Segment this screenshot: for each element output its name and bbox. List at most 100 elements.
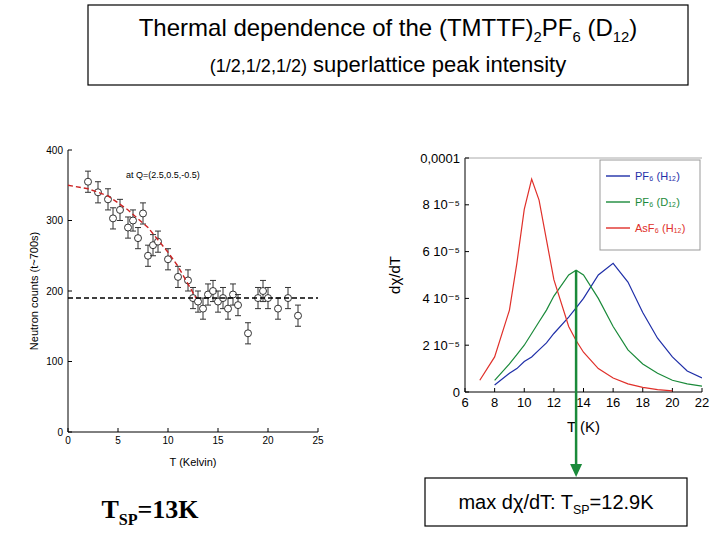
point: [125, 224, 132, 231]
error-cap: [295, 326, 301, 327]
text-part: SP: [119, 511, 138, 528]
x-tick-label: 20: [262, 435, 274, 446]
caption-box: [425, 478, 687, 526]
y-tick: [68, 361, 72, 362]
text-part: ): [629, 14, 637, 41]
x-tick: [494, 388, 495, 392]
point: [95, 189, 102, 196]
error-cap: [295, 305, 301, 306]
x-tick-label: 14: [576, 395, 590, 410]
legend-swatch: [606, 175, 630, 176]
text-part: =12.9K: [590, 491, 655, 513]
error-cap: [205, 305, 211, 306]
error-cap: [185, 291, 191, 292]
error-cap: [117, 199, 123, 200]
x-tick: [118, 428, 119, 432]
x-tick-label: 10: [162, 435, 174, 446]
y-tick-label: 6 10⁻⁵: [422, 244, 460, 259]
legend-swatch: [606, 201, 630, 202]
title: Thermal dependence of the (TMTTF)2PF6 (D…: [139, 14, 638, 45]
error-cap: [175, 287, 181, 288]
x-tick: [465, 388, 466, 392]
error-cap: [215, 312, 221, 313]
point: [85, 178, 92, 185]
y-tick-label: 0: [453, 385, 460, 400]
error-cap: [225, 319, 231, 320]
point: [110, 215, 117, 222]
y-tick: [465, 298, 469, 299]
text-part: 2: [534, 29, 542, 45]
text-part: =13K: [138, 495, 200, 524]
x-tick: [642, 388, 643, 392]
error-cap: [245, 322, 251, 323]
error-cap: [255, 287, 261, 288]
y-axis-label: dχ/dT: [386, 256, 403, 294]
legend-box: [600, 160, 700, 250]
chart: 05101520250100200300400T (Kelvin)Neutron…: [28, 145, 324, 469]
y-tick: [68, 220, 72, 221]
error-cap: [130, 231, 136, 232]
error-cap: [85, 171, 91, 172]
y-tick-label: 400: [46, 145, 63, 156]
y-tick: [68, 150, 72, 151]
error-cap: [140, 202, 146, 203]
top-frame: [465, 158, 702, 159]
error-cap: [210, 280, 216, 281]
caption: TSP=13K: [101, 495, 199, 528]
point: [140, 210, 147, 217]
x-tick: [268, 428, 269, 432]
y-axis-label: Neutron counts (t~700s): [28, 232, 40, 350]
text-part: PF: [542, 14, 573, 41]
caption: max dχ/dT: TSP=12.9K: [458, 491, 654, 517]
error-cap: [130, 209, 136, 210]
error-cap: [235, 294, 241, 295]
plot-area: [68, 171, 318, 344]
y-tick: [465, 345, 469, 346]
point: [130, 217, 137, 224]
y-tick: [68, 291, 72, 292]
error-cap: [165, 269, 171, 270]
x-tick-label: 8: [491, 395, 498, 410]
error-cap: [195, 291, 201, 292]
error-cap: [190, 308, 196, 309]
text-part: max dχ/dT: T: [458, 491, 573, 513]
text-part: Thermal dependence of the (TMTTF): [139, 14, 534, 41]
text-part: (1/2,1/2,1/2): [210, 56, 307, 76]
legend-label: PF₆ (H₁₂): [635, 170, 680, 182]
y-tick: [465, 251, 469, 252]
error-cap: [265, 287, 271, 288]
title-box: [88, 5, 688, 85]
x-tick-label: 10: [517, 395, 531, 410]
x-tick-label: 18: [636, 395, 650, 410]
error-cap: [110, 207, 116, 208]
x-tick: [553, 388, 554, 392]
error-cap: [230, 283, 236, 284]
error-cap: [255, 308, 261, 309]
y-tick-label: 300: [46, 215, 63, 226]
text-part: superlattice peak intensity: [307, 52, 566, 77]
error-cap: [135, 227, 141, 228]
error-cap: [260, 301, 266, 302]
y-axis: [465, 158, 466, 392]
arrow-head: [570, 464, 582, 477]
error-cap: [155, 252, 161, 253]
legend-swatch: [606, 227, 630, 228]
y-tick-label: 0,0001: [420, 151, 460, 166]
point: [195, 298, 202, 305]
x-tick-label: 6: [461, 395, 468, 410]
error-cap: [135, 248, 141, 249]
legend-label: PF₆ (D₁₂): [635, 196, 680, 208]
text-part: (D: [581, 14, 613, 41]
point: [200, 305, 207, 312]
x-tick-label: 15: [212, 435, 224, 446]
annotation: at Q=(2.5,0.5,-0.5): [126, 170, 200, 180]
x-tick: [583, 388, 584, 392]
error-cap: [105, 209, 111, 210]
error-cap: [205, 283, 211, 284]
error-cap: [245, 343, 251, 344]
title: (1/2,1/2,1/2) superlattice peak intensit…: [210, 52, 567, 77]
error-cap: [95, 181, 101, 182]
error-cap: [200, 319, 206, 320]
x-tick-label: 0: [65, 435, 71, 446]
error-cap: [85, 192, 91, 193]
